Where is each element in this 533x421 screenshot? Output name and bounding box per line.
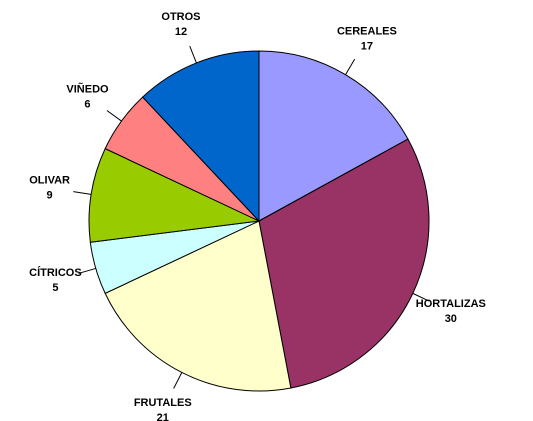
slice-label: HORTALIZAS: [416, 298, 486, 310]
slice-label: FRUTALES: [134, 397, 192, 409]
pie-slice: [88, 147, 261, 243]
pie-slice: [258, 50, 409, 222]
slice-value: 30: [445, 313, 457, 325]
slice-value: 21: [157, 412, 169, 421]
slice-value: 6: [84, 98, 90, 110]
leader-line: [173, 372, 183, 389]
slice-value: 9: [47, 190, 53, 202]
slice-label: OTROS: [161, 11, 200, 23]
leader-line: [73, 191, 92, 195]
pie-slice: [104, 220, 292, 392]
slice-label: VIÑEDO: [66, 82, 109, 95]
leader-line: [189, 46, 197, 64]
slice-value: 17: [361, 40, 373, 52]
slice-value: 5: [52, 282, 58, 294]
leader-line: [412, 292, 430, 302]
slice-label: CEREALES: [337, 25, 397, 37]
leader-line: [345, 58, 356, 75]
slice-value: 12: [175, 26, 187, 38]
slice-label: CÍTRICOS: [29, 266, 82, 279]
slice-label: OLIVAR: [29, 175, 70, 187]
leader-line: [106, 110, 122, 122]
leader-line: [78, 267, 96, 274]
